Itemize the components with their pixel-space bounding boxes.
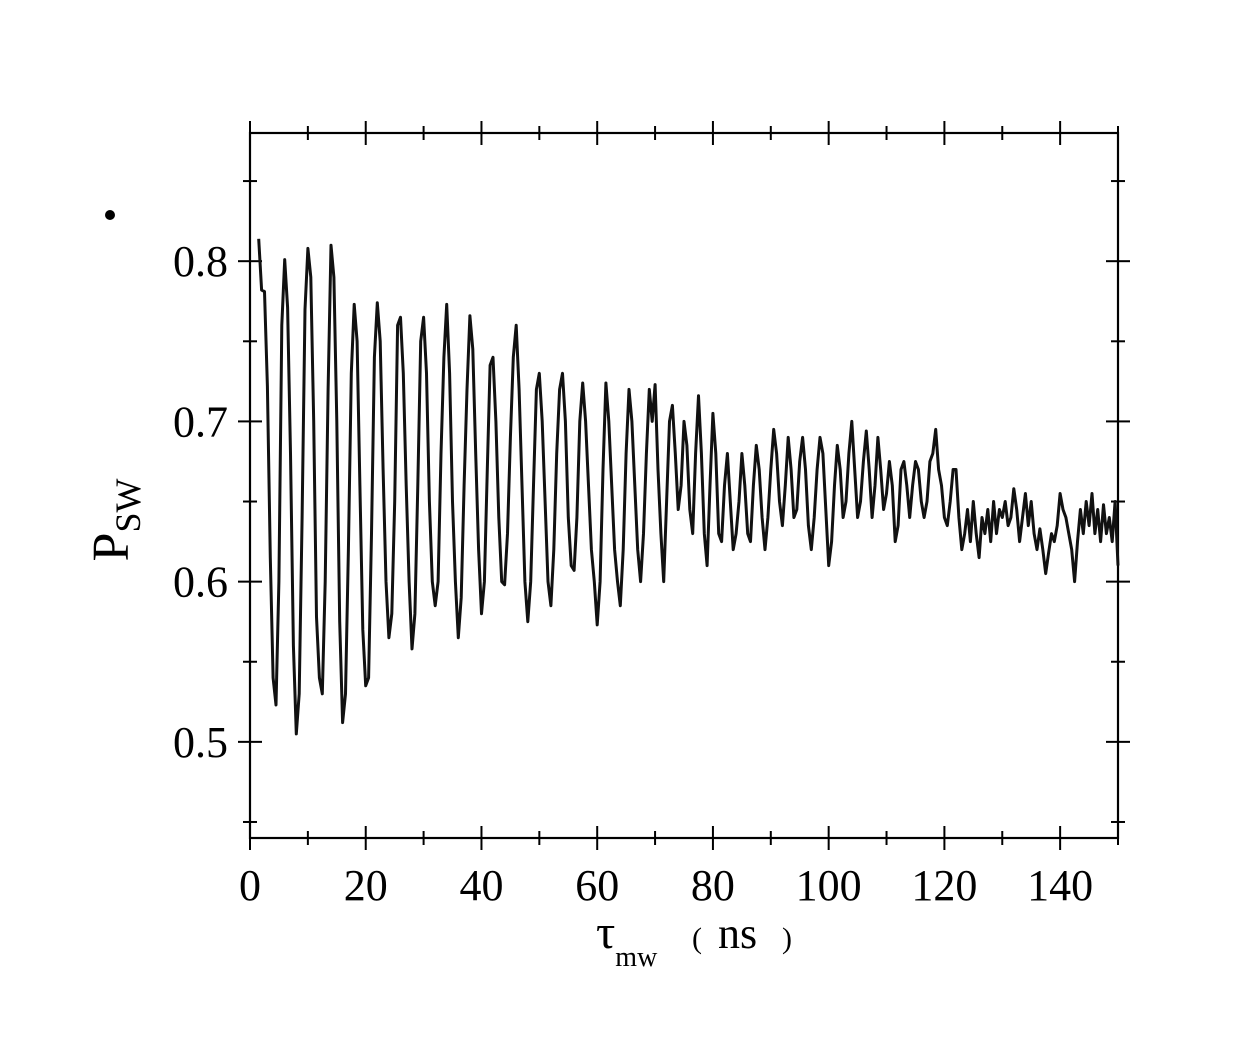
y-tick-label: 0.7 [173, 397, 228, 446]
stray-dot [105, 210, 115, 220]
x-tick-label: 80 [691, 861, 735, 910]
x-tick-label: 140 [1027, 861, 1093, 910]
axis-ticks [238, 121, 1130, 850]
y-axis-label: PSW [83, 479, 148, 562]
x-axis-unit: ns [718, 909, 757, 958]
x-axis-unit-close: ) [782, 922, 792, 955]
x-axis-symbol: τ [596, 906, 615, 959]
x-tick-label: 20 [344, 861, 388, 910]
x-tick-label: 120 [911, 861, 977, 910]
y-axis-symbol: P [83, 533, 140, 562]
y-tick-label: 0.8 [173, 237, 228, 286]
axis-tick-labels: 0 20 40 60 80 100 120 140 0.5 0.6 0.7 0.8 [173, 237, 1093, 910]
x-tick-label: 0 [239, 861, 261, 910]
x-tick-label: 60 [575, 861, 619, 910]
y-axis-subscript: SW [108, 479, 148, 533]
x-axis-unit-open: ( [692, 922, 702, 955]
series-line [257, 238, 1120, 736]
y-tick-label: 0.6 [173, 558, 228, 607]
x-axis-label: τmw ( ns) [596, 906, 792, 973]
x-axis-subscript: mw [615, 942, 658, 973]
x-tick-label: 100 [796, 861, 862, 910]
y-tick-label: 0.5 [173, 718, 228, 767]
x-tick-label: 40 [459, 861, 503, 910]
plot-frame [248, 131, 1120, 840]
